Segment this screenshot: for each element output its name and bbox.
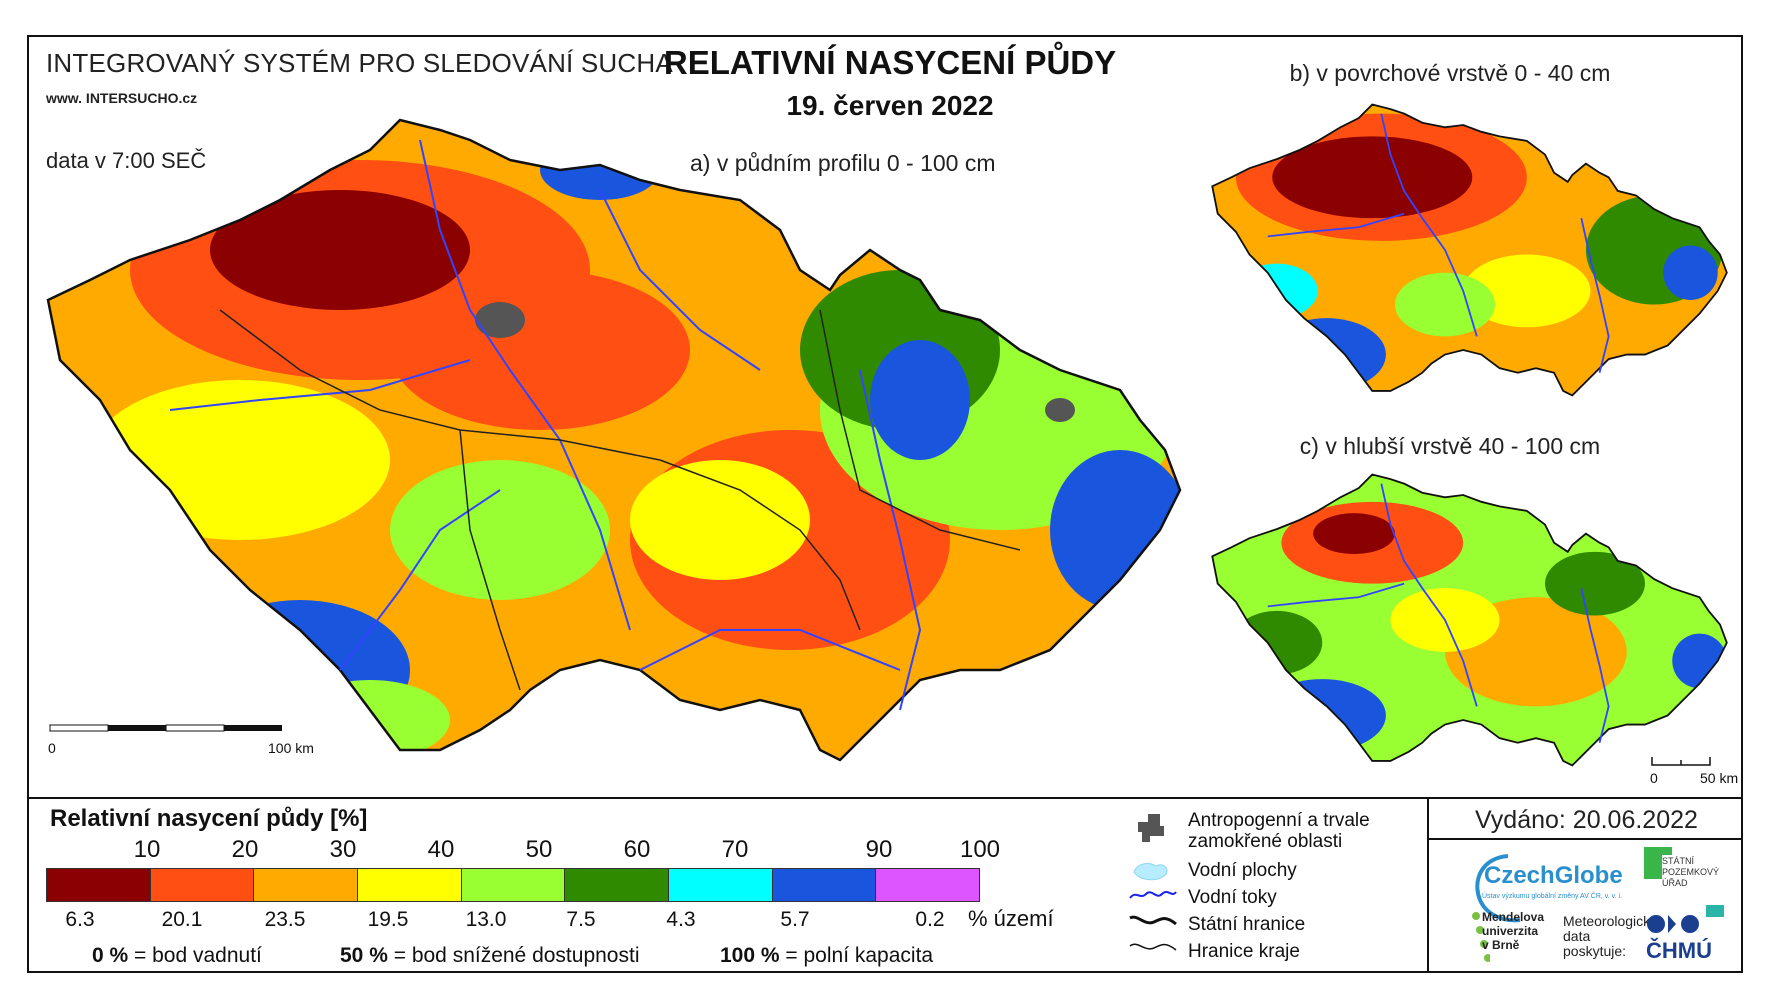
czechglobe-name: CzechGlobe (1484, 862, 1623, 889)
issued-date: Vydáno: 20.06.2022 (1475, 806, 1698, 834)
legend-title: Relativní nasycení půdy [%] (50, 805, 368, 832)
scale-small-start: 0 (1650, 770, 1658, 786)
map-b-label: b) v povrchové vrstvě 0 - 40 cm (1289, 60, 1611, 86)
map-date: 19. červen 2022 (786, 90, 994, 121)
color-scale-bar (46, 868, 980, 902)
legend-threshold: 60 (623, 836, 651, 863)
scale-main-end: 100 km (268, 740, 314, 756)
legend-swatch (669, 869, 773, 901)
legend-region-border-label: Hranice kraje (1188, 941, 1300, 962)
mendel-logo (1472, 912, 1490, 962)
legend-threshold: 40 (427, 836, 455, 863)
website-link[interactable]: www. INTERSUCHO.cz (46, 90, 198, 106)
legend-threshold: 90 (865, 836, 893, 863)
note-field-capacity: 100 % = polní kapacita (720, 944, 934, 967)
legend-swatch (461, 869, 566, 901)
legend-share: 0.2 (915, 908, 945, 931)
spu-logo (1644, 847, 1724, 917)
map-c-deep-layer (1211, 473, 1728, 767)
scale-bar-main (49, 724, 282, 732)
region-border-icon (1129, 943, 1177, 951)
legend-share: 6.3 (65, 908, 95, 931)
map-b-surface-layer (1211, 103, 1728, 397)
note-reduced-availability: 50 % = bod snížené dostupnosti (340, 944, 640, 967)
page-title: RELATIVNÍ NASYCENÍ PŮDY (663, 44, 1117, 81)
legend-swatch (772, 869, 877, 901)
legend-share: 13.0 (465, 908, 507, 931)
legend-share: 20.1 (161, 908, 203, 931)
scale-small-end: 50 km (1700, 770, 1739, 786)
legend-swatch (47, 869, 151, 901)
issued-underline (1427, 838, 1743, 840)
data-time: data v 7:00 SEČ (46, 148, 207, 173)
legend-share: 19.5 (367, 908, 409, 931)
system-title: INTEGROVANÝ SYSTÉM PRO SLEDOVÁNÍ SUCHA (46, 48, 673, 78)
spu-name: STÁTNÍ POZEMKOVÝ ÚŘAD (1662, 856, 1720, 888)
mendel-name: Mendelova univerzita v Brně (1482, 910, 1545, 952)
legend-threshold: 30 (329, 836, 357, 863)
chmu-logo (1647, 915, 1699, 933)
legend-share: 4.3 (666, 908, 696, 931)
legend-swatch (565, 869, 670, 901)
legend-share: 7.5 (566, 908, 596, 931)
legend-divider (27, 797, 1743, 799)
share-unit: % území (968, 906, 1054, 931)
legend-swatch (876, 869, 980, 901)
legend-threshold: 70 (721, 836, 749, 863)
map-c-label: c) v hlubší vrstvě 40 - 100 cm (1299, 433, 1601, 459)
legend-threshold: 20 (231, 836, 259, 863)
legend-swatch (254, 869, 359, 901)
legend-state-border-label: Státní hranice (1188, 914, 1306, 935)
legend-share: 5.7 (780, 908, 810, 931)
river-icon (1129, 891, 1177, 899)
legend-threshold: 100 (959, 836, 1001, 863)
water-body-icon (1133, 863, 1168, 881)
urban-area-icon (1138, 814, 1164, 842)
legend-threshold: 10 (133, 836, 161, 863)
map-a-soil-profile (46, 118, 1182, 762)
scale-main-start: 0 (48, 740, 56, 756)
czechglobe-subtitle: Ústav výzkumu globální změny AV ČR, v. v… (1482, 893, 1623, 900)
issued-divider (1427, 797, 1429, 973)
legend-swatch (150, 869, 255, 901)
state-border-icon (1129, 915, 1177, 926)
chmu-name: ČHMÚ (1646, 938, 1712, 963)
legend-share: 23.5 (264, 908, 306, 931)
map-a-label: a) v půdním profilu 0 - 100 cm (690, 150, 996, 176)
czechglobe-logo (1475, 854, 1521, 923)
meteo-credit: Meteorologická data poskytuje: (1563, 913, 1658, 959)
legend-threshold: 50 (525, 836, 553, 863)
legend-swatch (358, 869, 462, 901)
scale-bar-small (1651, 757, 1711, 766)
note-wilting-point: 0 % = bod vadnutí (92, 944, 262, 967)
legend-water-body-label: Vodní plochy (1188, 860, 1297, 881)
legend-urban-label: Antropogenní a trvale zamokřené oblasti (1188, 810, 1370, 852)
legend-river-label: Vodní toky (1188, 887, 1277, 908)
